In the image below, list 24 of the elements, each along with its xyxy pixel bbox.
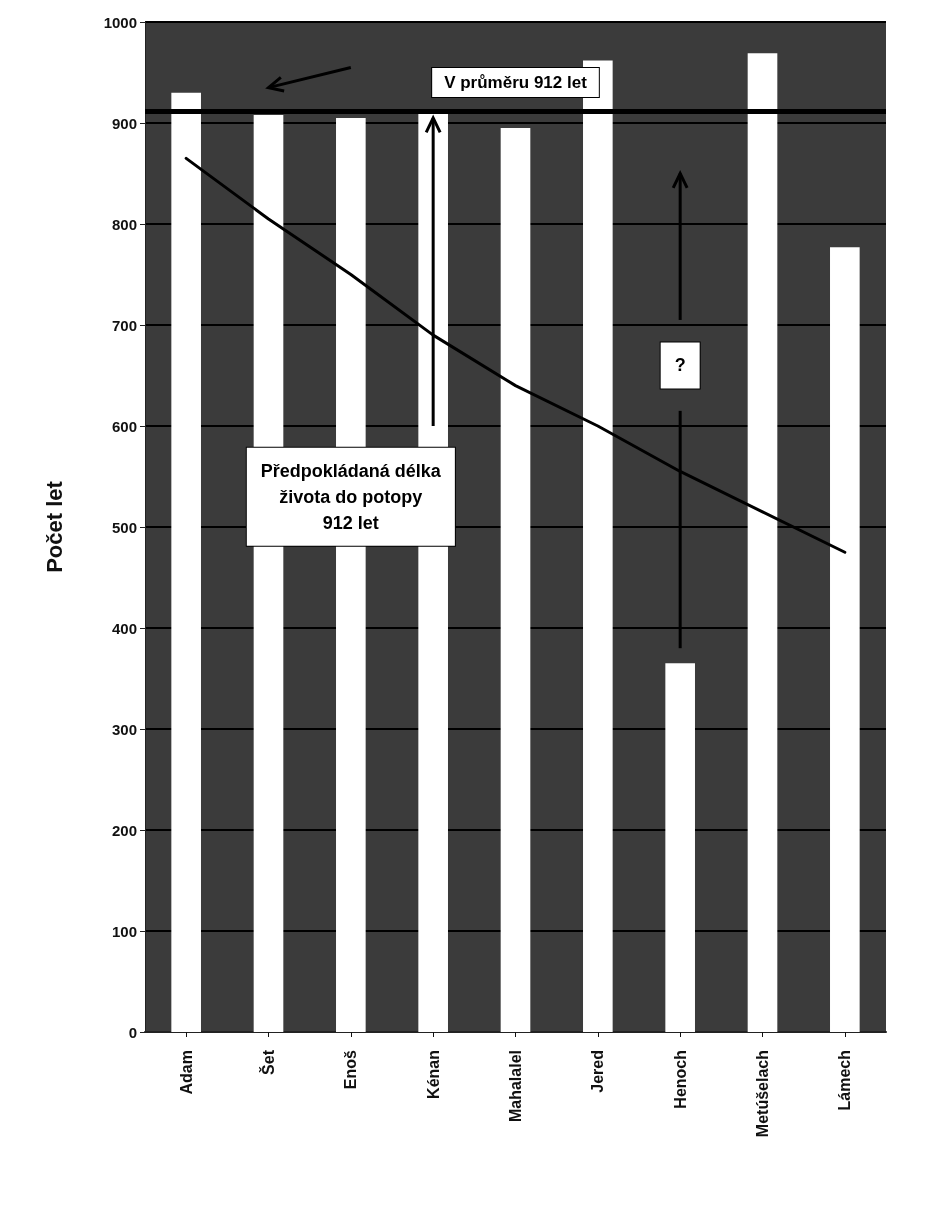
x-tick-label: Šet xyxy=(259,1049,277,1075)
x-tick-label: Enoš xyxy=(342,1049,360,1090)
annotation: Předpokládaná délka života do potopy 912 let xyxy=(260,460,442,533)
x-tick-label: Mahalalel xyxy=(507,1050,524,1123)
y-tick-label: 300 xyxy=(111,720,137,738)
ref-line-label: V průměru 912 let xyxy=(444,72,588,92)
x-tick-label: Lámech xyxy=(836,1050,854,1111)
y-tick-label: 600 xyxy=(111,417,137,435)
x-tick-label: Kénan xyxy=(424,1050,442,1099)
y-tick-label: 500 xyxy=(111,518,137,536)
x-tick-label: Adam xyxy=(177,1050,195,1095)
y-tick-label: 1000 xyxy=(103,13,137,31)
x-tick-label: Henoch xyxy=(671,1050,689,1109)
y-tick-label: 400 xyxy=(111,619,137,637)
x-tick-label: Jered xyxy=(589,1050,607,1093)
y-tick-label: 700 xyxy=(111,316,137,334)
x-tick-label: Metúšelach xyxy=(754,1050,771,1138)
y-tick-label: 0 xyxy=(128,1023,137,1041)
y-tick-label: 100 xyxy=(111,922,137,940)
y-axis-title: Počet let xyxy=(41,480,67,573)
y-tick-label: 800 xyxy=(111,215,137,233)
annotation: ? xyxy=(674,355,686,376)
y-tick-label: 900 xyxy=(111,114,137,132)
y-tick-label: 200 xyxy=(111,821,137,839)
